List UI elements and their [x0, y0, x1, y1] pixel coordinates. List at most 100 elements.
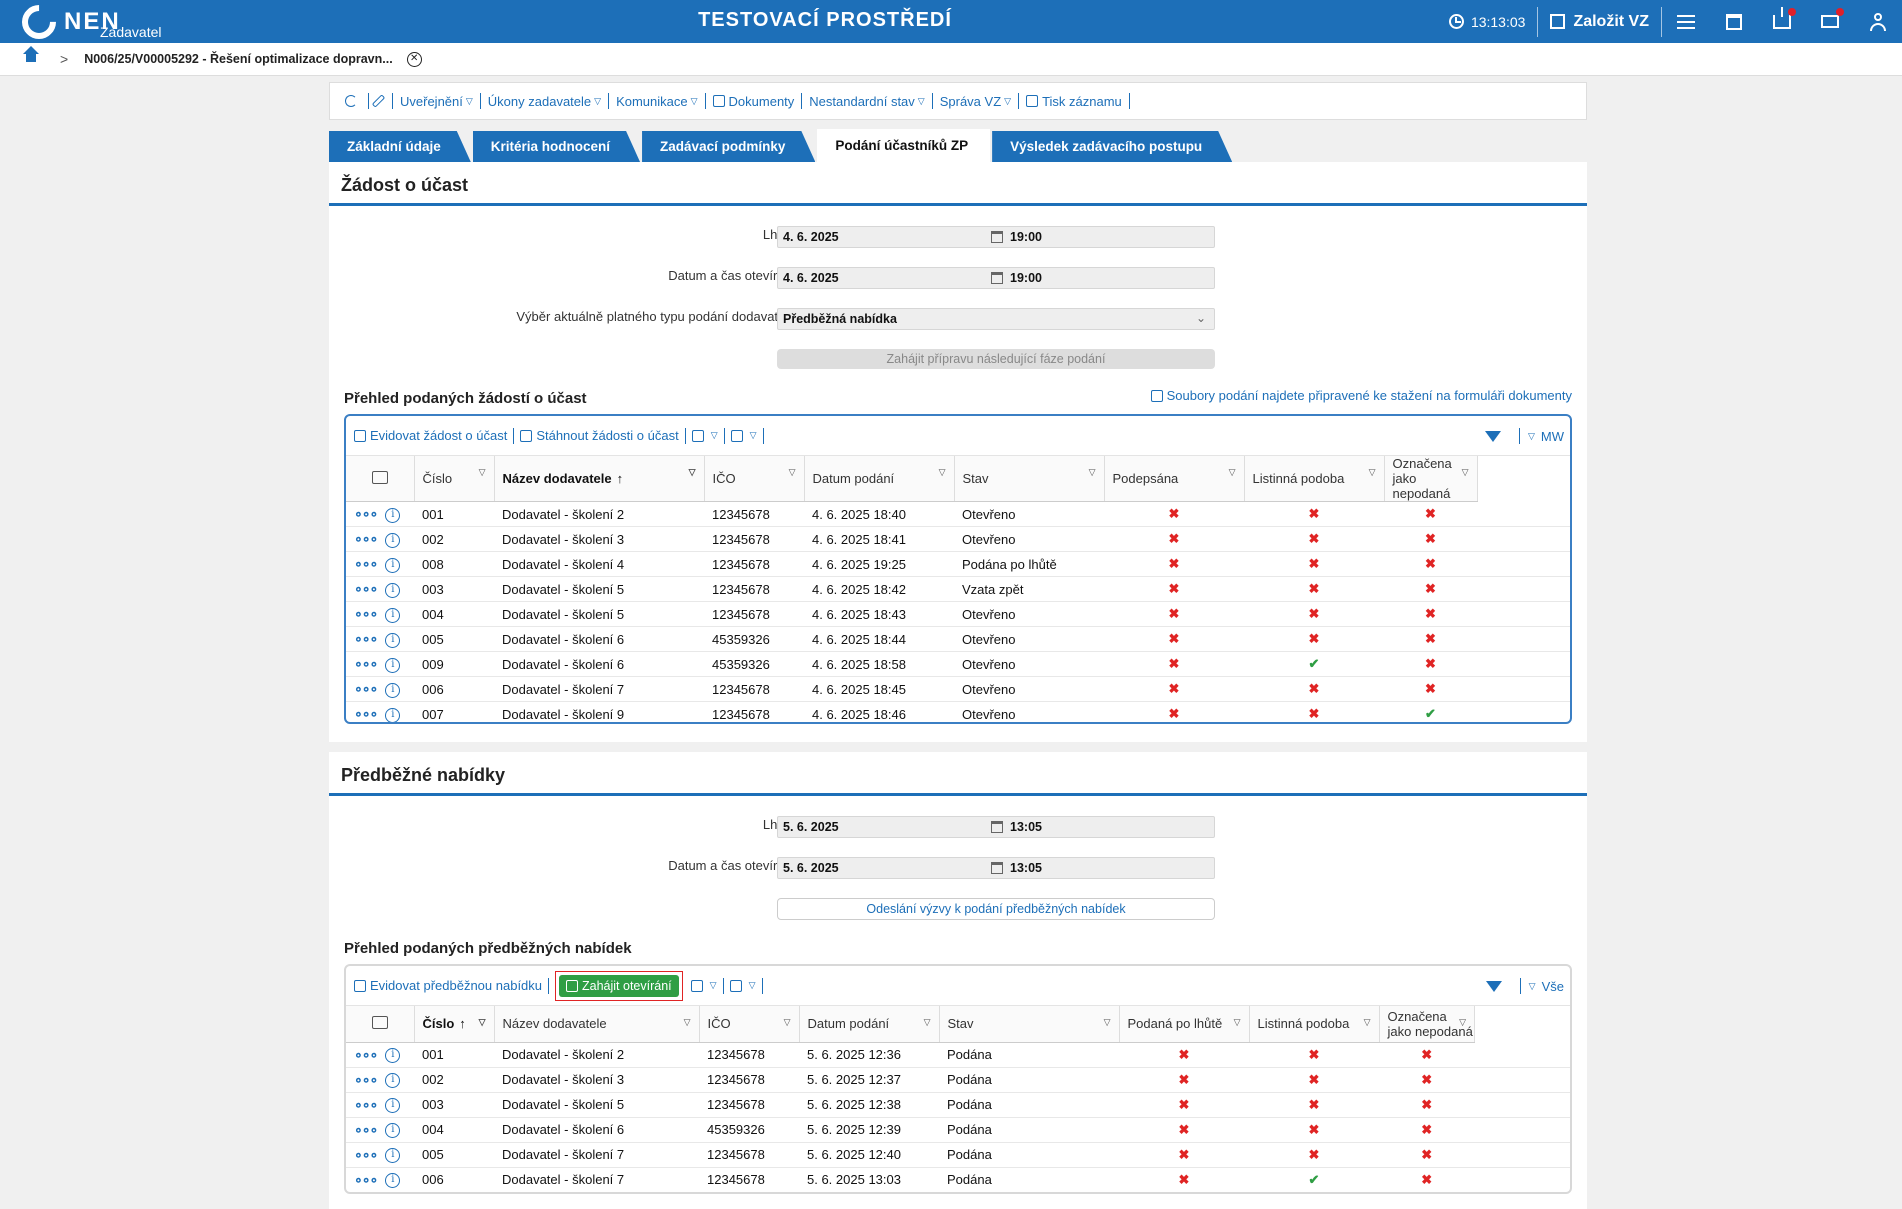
column-header[interactable]: Podepsána ▽	[1104, 456, 1245, 502]
nen-logo[interactable]: NEN	[14, 0, 121, 47]
column-header[interactable]: Název dodavatele ▽	[494, 1006, 700, 1043]
table-row[interactable]: ∘∘∘ i 007 Dodavatel - školení 9 12345678 4. 6…	[346, 701, 1570, 722]
more-options-icon[interactable]: ∘∘∘	[354, 1045, 378, 1062]
column-header[interactable]: IČO ▽	[699, 1006, 800, 1043]
column-filter-icon[interactable]: ▽	[1461, 467, 1469, 477]
start-opening-button[interactable]: Zahájit otevírání	[559, 974, 679, 997]
chevron-down-icon[interactable]: ▽	[1528, 980, 1536, 991]
column-filter-icon[interactable]: ▽	[923, 1017, 931, 1027]
table-row[interactable]: ∘∘∘ i 002 Dodavatel - školení 3 12345678 5. 6…	[346, 1067, 1570, 1093]
tab-kriteria-hodnoceni[interactable]: Kritéria hodnocení	[473, 131, 640, 162]
more-options-icon[interactable]: ∘∘∘	[354, 530, 378, 547]
next-phase-button[interactable]: Zahájit přípravu následující fáze podání	[777, 349, 1215, 369]
column-header[interactable]: Číslo ▽	[414, 456, 495, 502]
action-komunikace[interactable]: Komunikace ▽	[609, 93, 706, 109]
info-icon[interactable]: i	[385, 1098, 401, 1114]
table-row[interactable]: ∘∘∘ i 001 Dodavatel - školení 2 12345678 5. 6…	[346, 1042, 1570, 1068]
lhuta-field[interactable]: 4. 6. 2025 19:00	[777, 226, 1215, 248]
column-filter-icon[interactable]: ▽	[1368, 467, 1376, 477]
column-filter-icon[interactable]: ▽	[788, 467, 796, 477]
filter-preset-label[interactable]: MW	[1540, 428, 1564, 444]
tab-podani-ucastniku[interactable]: Podání účastníků ZP	[817, 129, 991, 162]
print-grid-button[interactable]: ▽	[690, 977, 724, 994]
filter-preset-label[interactable]: Vše	[1541, 978, 1564, 994]
info-icon[interactable]: i	[385, 507, 401, 523]
export-grid-button[interactable]: ▽	[729, 977, 763, 994]
info-icon[interactable]: i	[385, 532, 401, 548]
more-options-icon[interactable]: ∘∘∘	[354, 655, 378, 672]
table-row[interactable]: ∘∘∘ i 005 Dodavatel - školení 6 45359326 4. 6…	[346, 626, 1570, 652]
action-uverejneni[interactable]: Uveřejnění ▽	[393, 93, 481, 109]
table-row[interactable]: ∘∘∘ i 005 Dodavatel - školení 7 12345678 5. 6…	[346, 1142, 1570, 1168]
tab-zakladni-udaje[interactable]: Základní údaje	[329, 131, 471, 162]
info-icon[interactable]: i	[385, 582, 401, 598]
column-header[interactable]: Podaná po lhůtě ▽	[1119, 1006, 1250, 1043]
column-header[interactable]: Označena jako nepodaná ▽	[1379, 1006, 1475, 1043]
files-link[interactable]: Soubory podání najdete připravené ke sta…	[1150, 388, 1572, 403]
info-icon[interactable]: i	[385, 682, 401, 698]
action-sprava-vz[interactable]: Správa VZ ▽	[933, 93, 1020, 109]
action-dokumenty[interactable]: Dokumenty	[706, 93, 803, 109]
column-filter-icon[interactable]: ▽	[1088, 467, 1096, 477]
create-contract-button[interactable]: Založit VZ	[1538, 6, 1662, 37]
table-row[interactable]: ∘∘∘ i 003 Dodavatel - školení 5 12345678 4. 6…	[346, 576, 1570, 602]
tab-vysledek[interactable]: Výsledek zadávacího postupu	[992, 131, 1232, 162]
column-header[interactable]: Stav ▽	[939, 1006, 1120, 1043]
more-options-icon[interactable]: ∘∘∘	[354, 505, 378, 522]
column-header[interactable]: Datum podání ▽	[799, 1006, 940, 1043]
more-options-icon[interactable]: ∘∘∘	[354, 705, 378, 722]
otevirani-field[interactable]: 4. 6. 2025 19:00	[777, 267, 1215, 289]
refresh-button[interactable]	[338, 93, 369, 109]
column-filter-icon[interactable]: ▽	[1363, 1017, 1371, 1027]
column-filter-icon[interactable]: ▽	[938, 467, 946, 477]
more-options-icon[interactable]: ∘∘∘	[354, 1070, 378, 1087]
column-filter-icon[interactable]: ▽	[783, 1017, 791, 1027]
table-row[interactable]: ∘∘∘ i 008 Dodavatel - školení 4 12345678 4. 6…	[346, 551, 1570, 577]
table-row[interactable]: ∘∘∘ i 004 Dodavatel - školení 6 45359326 5. 6…	[346, 1117, 1570, 1143]
calendar-button[interactable]	[1710, 0, 1758, 43]
more-options-icon[interactable]: ∘∘∘	[354, 1095, 378, 1112]
column-filter-icon[interactable]: ▽	[1228, 467, 1236, 477]
info-icon[interactable]: i	[385, 1123, 401, 1139]
more-options-icon[interactable]: ∘∘∘	[354, 680, 378, 697]
send-invitation-button[interactable]: Odeslání výzvy k podání předběžných nabí…	[777, 898, 1215, 920]
info-icon[interactable]: i	[385, 632, 401, 648]
column-filter-icon[interactable]: ▽	[478, 1017, 486, 1027]
column-filter-icon[interactable]: ▽	[478, 467, 486, 477]
column-header[interactable]: Datum podání ▽	[804, 456, 955, 502]
filter-icon[interactable]	[1485, 980, 1502, 992]
messages-button[interactable]	[1806, 0, 1854, 43]
info-icon[interactable]: i	[385, 657, 401, 673]
table-row[interactable]: ∘∘∘ i 001 Dodavatel - školení 2 12345678 4. 6…	[346, 501, 1570, 527]
table-row[interactable]: ∘∘∘ i 006 Dodavatel - školení 7 12345678 4. 6…	[346, 676, 1570, 702]
more-options-icon[interactable]: ∘∘∘	[354, 630, 378, 647]
otevirani-field[interactable]: 5. 6. 2025 13:05	[777, 857, 1215, 879]
add-offer-button[interactable]: Evidovat předběžnou nabídku	[354, 977, 550, 994]
column-filter-icon[interactable]: ▽	[1459, 1017, 1466, 1027]
info-icon[interactable]: i	[385, 1148, 401, 1164]
download-requests-button[interactable]: Stáhnout žádosti o účast	[520, 427, 686, 444]
menu-button[interactable]	[1662, 0, 1710, 43]
export-grid-button[interactable]: ▽	[730, 427, 764, 444]
info-icon[interactable]: i	[385, 1173, 401, 1189]
table-row[interactable]: ∘∘∘ i 006 Dodavatel - školení 7 12345678 5. 6…	[346, 1167, 1570, 1192]
column-header[interactable]: Název dodavatele ↑ ▽	[494, 456, 705, 502]
filter-icon[interactable]	[1484, 430, 1501, 442]
info-icon[interactable]: i	[385, 1073, 401, 1089]
breadcrumb-current[interactable]: N006/25/V00005292 - Řešení optimalizace …	[84, 52, 393, 66]
print-grid-button[interactable]: ▽	[691, 427, 725, 444]
action-nestandardni-stav[interactable]: Nestandardní stav ▽	[802, 93, 933, 109]
info-icon[interactable]: i	[385, 557, 401, 573]
column-header[interactable]: Listinná podoba ▽	[1249, 1006, 1380, 1043]
column-settings[interactable]	[346, 1006, 415, 1043]
edit-button[interactable]	[369, 93, 393, 109]
chevron-down-icon[interactable]: ▽	[1527, 430, 1535, 441]
column-header[interactable]: Listinná podoba ▽	[1244, 456, 1385, 502]
column-filter-icon[interactable]: ▽	[1233, 1017, 1241, 1027]
more-options-icon[interactable]: ∘∘∘	[354, 1170, 378, 1187]
table-row[interactable]: ∘∘∘ i 003 Dodavatel - školení 5 12345678 5. 6…	[346, 1092, 1570, 1118]
table-row[interactable]: ∘∘∘ i 002 Dodavatel - školení 3 12345678 4. 6…	[346, 526, 1570, 552]
column-filter-icon[interactable]: ▽	[1103, 1017, 1111, 1027]
action-ukony-zadavatele[interactable]: Úkony zadavatele ▽	[481, 93, 610, 109]
user-button[interactable]	[1854, 0, 1902, 43]
